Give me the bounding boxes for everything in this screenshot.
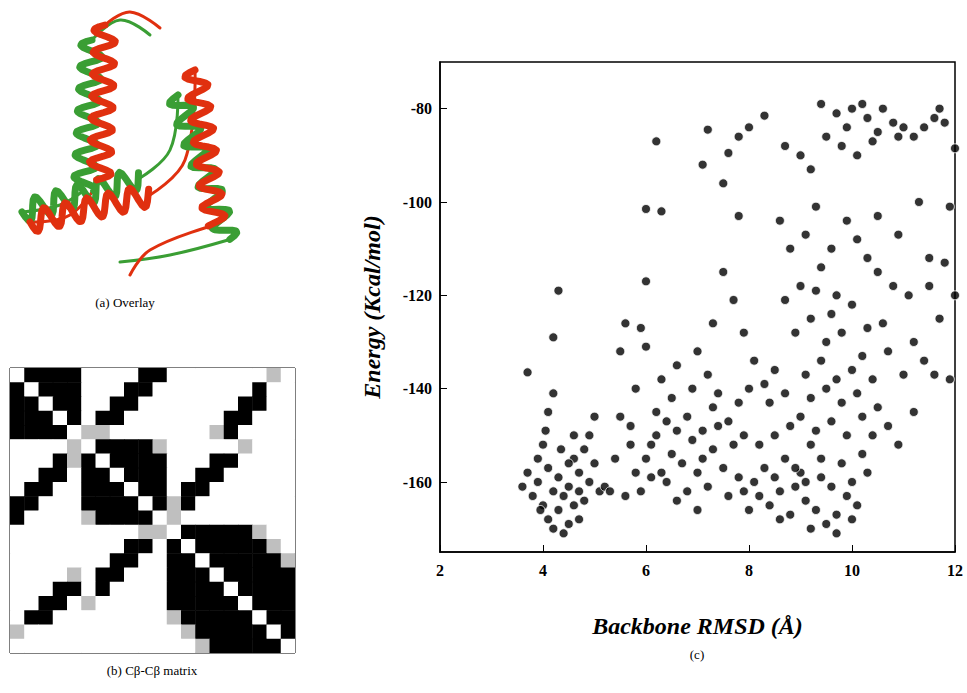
svg-text:-80: -80 <box>411 100 432 117</box>
svg-text:(a) Overlay: (a) Overlay <box>95 295 155 310</box>
svg-text:4: 4 <box>539 562 547 579</box>
svg-text:12: 12 <box>947 562 963 579</box>
svg-text:Energy (Kcal/mol): Energy (Kcal/mol) <box>359 215 385 399</box>
svg-text:-100: -100 <box>403 194 432 211</box>
svg-text:Backbone RMSD (Å): Backbone RMSD (Å) <box>591 613 803 639</box>
svg-text:6: 6 <box>642 562 650 579</box>
svg-text:-140: -140 <box>403 380 432 397</box>
svg-text:(c): (c) <box>690 647 704 662</box>
svg-text:10: 10 <box>844 562 860 579</box>
svg-text:2: 2 <box>436 562 444 579</box>
svg-text:-120: -120 <box>403 287 432 304</box>
svg-text:(b) Cβ-Cβ matrix: (b) Cβ-Cβ matrix <box>107 663 198 678</box>
svg-text:8: 8 <box>745 562 753 579</box>
svg-text:-160: -160 <box>403 474 432 491</box>
